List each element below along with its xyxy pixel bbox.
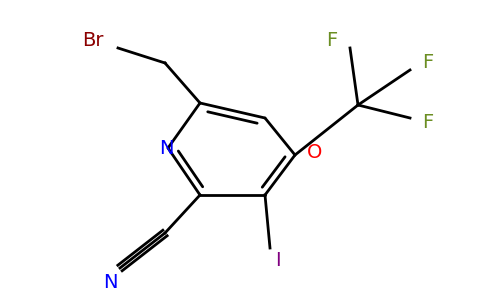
Text: F: F <box>423 113 434 133</box>
Text: O: O <box>307 143 323 163</box>
Text: I: I <box>275 250 281 269</box>
Text: N: N <box>159 139 173 158</box>
Text: F: F <box>326 31 338 50</box>
Text: N: N <box>103 272 117 292</box>
Text: Br: Br <box>82 31 104 50</box>
Text: F: F <box>423 52 434 71</box>
